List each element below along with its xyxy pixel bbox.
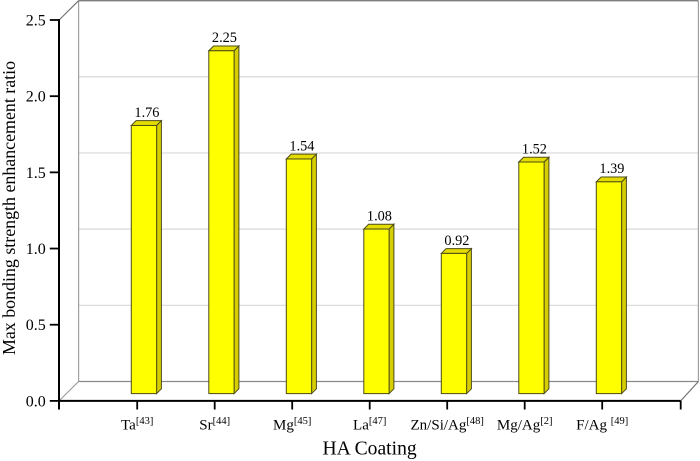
svg-text:1.76: 1.76 xyxy=(134,105,159,121)
svg-text:1.54: 1.54 xyxy=(289,138,314,154)
svg-text:0.0: 0.0 xyxy=(26,393,46,410)
svg-text:1.0: 1.0 xyxy=(26,241,46,258)
svg-text:Max bonding strength enhanceme: Max bonding strength enhancement ratio xyxy=(0,61,19,355)
svg-text:1.08: 1.08 xyxy=(367,208,392,224)
svg-text:0.5: 0.5 xyxy=(26,317,46,334)
svg-text:0.92: 0.92 xyxy=(444,233,469,249)
svg-text:1.5: 1.5 xyxy=(26,165,46,182)
svg-text:1.52: 1.52 xyxy=(522,141,547,157)
svg-text:2.0: 2.0 xyxy=(26,89,46,106)
svg-text:HA Coating: HA Coating xyxy=(323,439,417,460)
svg-text:Zn/Si/Ag[48]: Zn/Si/Ag[48] xyxy=(411,416,484,433)
svg-text:2.25: 2.25 xyxy=(212,30,237,46)
svg-text:2.5: 2.5 xyxy=(26,13,46,30)
svg-text:Mg/Ag[2]: Mg/Ag[2] xyxy=(497,416,553,433)
svg-text:1.39: 1.39 xyxy=(599,161,624,177)
